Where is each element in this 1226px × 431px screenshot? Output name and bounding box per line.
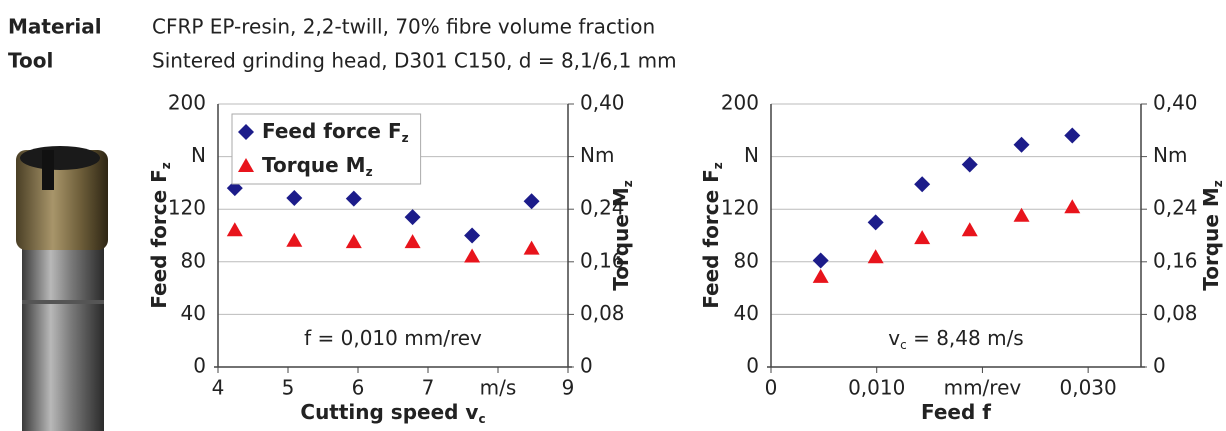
- legend-label-subscript: z: [366, 165, 373, 179]
- diamond-marker: [464, 227, 481, 244]
- triangle-marker: [226, 222, 243, 237]
- y2-tick-label: 0,08: [580, 301, 625, 325]
- y2-tick-label: 0,16: [580, 248, 625, 272]
- legend-label: Feed force Fz: [262, 119, 409, 145]
- y2-axis-title-text: Torque M: [609, 187, 633, 291]
- triangle-marker: [812, 268, 829, 283]
- y2-axis-title: Torque Mz: [1199, 180, 1225, 291]
- annotation: f = 0,010 mm/rev: [304, 326, 482, 350]
- tool-photo: [16, 146, 108, 431]
- y2-tick-label: 0: [1153, 354, 1166, 378]
- y2-tick-label: Nm: [580, 143, 614, 167]
- triangle-marker: [867, 249, 884, 264]
- y-tick-label: 120: [721, 196, 759, 220]
- triangle-marker: [286, 232, 303, 247]
- x-axis-title-text: Cutting speed v: [300, 400, 478, 424]
- annotation-text: v: [888, 326, 900, 350]
- annotation-text: = 8,48 m/s: [907, 326, 1024, 350]
- y2-tick-label: 0,16: [1153, 248, 1198, 272]
- y2-tick-label: 0,24: [1153, 196, 1198, 220]
- diamond-marker: [812, 252, 829, 269]
- tool: Sintered grinding head, D301 C150, d = 8…: [152, 49, 677, 73]
- x-axis-title: Cutting speed vc: [300, 400, 485, 426]
- annotation-background: [880, 326, 1032, 352]
- x-tick-label: 4: [212, 376, 225, 400]
- triangle-marker: [1064, 199, 1081, 214]
- diamond-marker: [286, 190, 303, 207]
- diamond-marker: [523, 193, 540, 210]
- triangle-marker: [914, 230, 931, 245]
- y-axis-title: Feed force Fz: [699, 162, 725, 309]
- triangle-marker: [464, 248, 481, 263]
- y2-tick-label: 0,24: [580, 196, 625, 220]
- y2-axis-title-subscript: z: [621, 180, 635, 187]
- y-tick-label: 200: [721, 91, 759, 115]
- annotation-background: [296, 326, 491, 352]
- x-tick-label: 9: [562, 376, 575, 400]
- material: CFRP EP-resin, 2,2-twill, 70% fibre volu…: [152, 15, 655, 39]
- y-tick-label: 200: [168, 91, 206, 115]
- y-axis-title-subscript: z: [159, 162, 173, 169]
- diamond-marker: [404, 209, 421, 226]
- y2-tick-label: 0: [580, 354, 593, 378]
- y-tick-label: N: [744, 143, 759, 167]
- x-tick-label: m/s: [480, 376, 517, 400]
- y2-axis-title-text: Torque M: [1199, 187, 1223, 291]
- annotation: vc = 8,48 m/s: [888, 326, 1023, 352]
- y-tick-label: 120: [168, 196, 206, 220]
- x-tick-label: 0,010: [848, 376, 905, 400]
- y2-tick-label: Nm: [1153, 143, 1187, 167]
- triangle-marker: [961, 222, 978, 237]
- y-tick-label: 40: [181, 301, 206, 325]
- triangle-marker: [1013, 207, 1030, 222]
- y2-tick-label: 0,40: [1153, 91, 1198, 115]
- annotation-subscript: c: [900, 338, 907, 352]
- x-tick-label: 0,030: [1060, 376, 1117, 400]
- y-axis-title-text: Feed force F: [147, 169, 171, 309]
- diamond-marker: [1013, 136, 1030, 153]
- x-axis-title-subscript: c: [478, 412, 485, 426]
- diamond-marker: [961, 156, 978, 173]
- legend-label-text: Feed force F: [262, 119, 402, 143]
- triangle-marker: [238, 158, 254, 172]
- y-axis-title-subscript: z: [711, 162, 725, 169]
- y-tick-label: 0: [193, 354, 206, 378]
- x-axis-title-text: Feed f: [921, 400, 991, 424]
- triangle-marker: [345, 234, 362, 249]
- legend-label-subscript: z: [402, 131, 409, 145]
- diamond-marker: [867, 214, 884, 231]
- x-tick-label: 5: [282, 376, 295, 400]
- y-tick-label: N: [191, 143, 206, 167]
- annotation-text: f = 0,010 mm/rev: [304, 326, 482, 350]
- legend-label: Torque Mz: [262, 153, 373, 179]
- y-tick-label: 80: [734, 248, 759, 272]
- y-axis-title: Feed force Fz: [147, 162, 173, 309]
- x-tick-label: mm/rev: [944, 376, 1022, 400]
- triangle-marker: [523, 240, 540, 255]
- x-tick-label: 0: [765, 376, 778, 400]
- legend-box: [231, 113, 422, 185]
- x-axis-title: Feed f: [921, 400, 991, 424]
- y-tick-label: 0: [746, 354, 759, 378]
- diamond-marker: [238, 124, 254, 140]
- legend-label-text: Torque M: [262, 153, 366, 177]
- y2-axis-title: Torque Mz: [609, 180, 635, 291]
- x-tick-label: 7: [422, 376, 435, 400]
- y-tick-label: 40: [734, 301, 759, 325]
- y2-tick-label: 0,40: [580, 91, 625, 115]
- diamond-marker: [345, 190, 362, 207]
- diamond-marker: [914, 176, 931, 193]
- x-tick-label: 6: [352, 376, 365, 400]
- diamond-marker: [1064, 127, 1081, 144]
- triangle-marker: [404, 234, 421, 249]
- material-label: Material: [8, 15, 102, 39]
- y-axis-title-text: Feed force F: [699, 169, 723, 309]
- tool-label: Tool: [8, 49, 53, 73]
- y2-tick-label: 0,08: [1153, 301, 1198, 325]
- y-tick-label: 80: [181, 248, 206, 272]
- y2-axis-title-subscript: z: [1211, 180, 1225, 187]
